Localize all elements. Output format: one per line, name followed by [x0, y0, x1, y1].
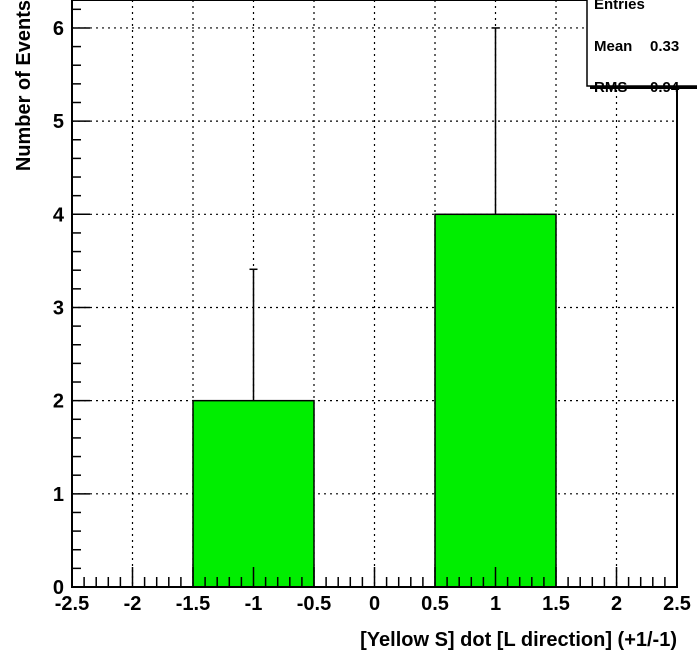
y-axis-label: Number of Events [13, 0, 35, 171]
stats-entries-label: Entries [594, 0, 645, 13]
x-tick-label: -1 [245, 593, 263, 615]
bars [192, 213, 557, 588]
stats-box: Entries Mean 0.33 RMS 0.94 [586, 0, 697, 96]
x-tick-label: -0.5 [297, 593, 331, 615]
stats-mean-label: Mean [594, 38, 632, 55]
stats-rms-value: 0.94 [650, 79, 680, 96]
x-tick-label: 0 [369, 593, 380, 615]
x-tick-label: 1.5 [542, 593, 570, 615]
histogram-bar [192, 399, 315, 588]
histogram-bar [434, 213, 557, 588]
x-tick-label: 1 [490, 593, 501, 615]
stats-rms-label: RMS [594, 79, 627, 96]
x-tick-label: -2 [124, 593, 142, 615]
stats-box-frame [586, 0, 697, 87]
x-tick-label: -2.5 [55, 593, 89, 615]
x-tick-label: -1.5 [176, 593, 210, 615]
x-tick-label: 2.5 [663, 593, 691, 615]
x-tick-label: 2 [611, 593, 622, 615]
y-tick-label: 3 [53, 297, 64, 319]
y-tick-label: 5 [53, 111, 64, 133]
axis-ticks [71, 8, 678, 588]
y-tick-label: 1 [53, 484, 64, 506]
y-tick-labels: 0 1 2 3 4 5 6 [53, 18, 65, 599]
x-tick-label: 0.5 [421, 593, 449, 615]
y-tick-label: 2 [53, 391, 64, 413]
y-tick-label: 6 [53, 18, 64, 40]
x-tick-labels: -2.5 -2 -1.5 -1 -0.5 0 0.5 1 1.5 2 2.5 [55, 593, 691, 615]
x-axis-label: [Yellow S] dot [L direction] (+1/-1) [360, 629, 677, 651]
y-tick-label: 4 [53, 204, 65, 226]
y-tick-label: 0 [53, 577, 64, 599]
error-bars [249, 27, 500, 401]
stats-mean-value: 0.33 [650, 38, 679, 55]
